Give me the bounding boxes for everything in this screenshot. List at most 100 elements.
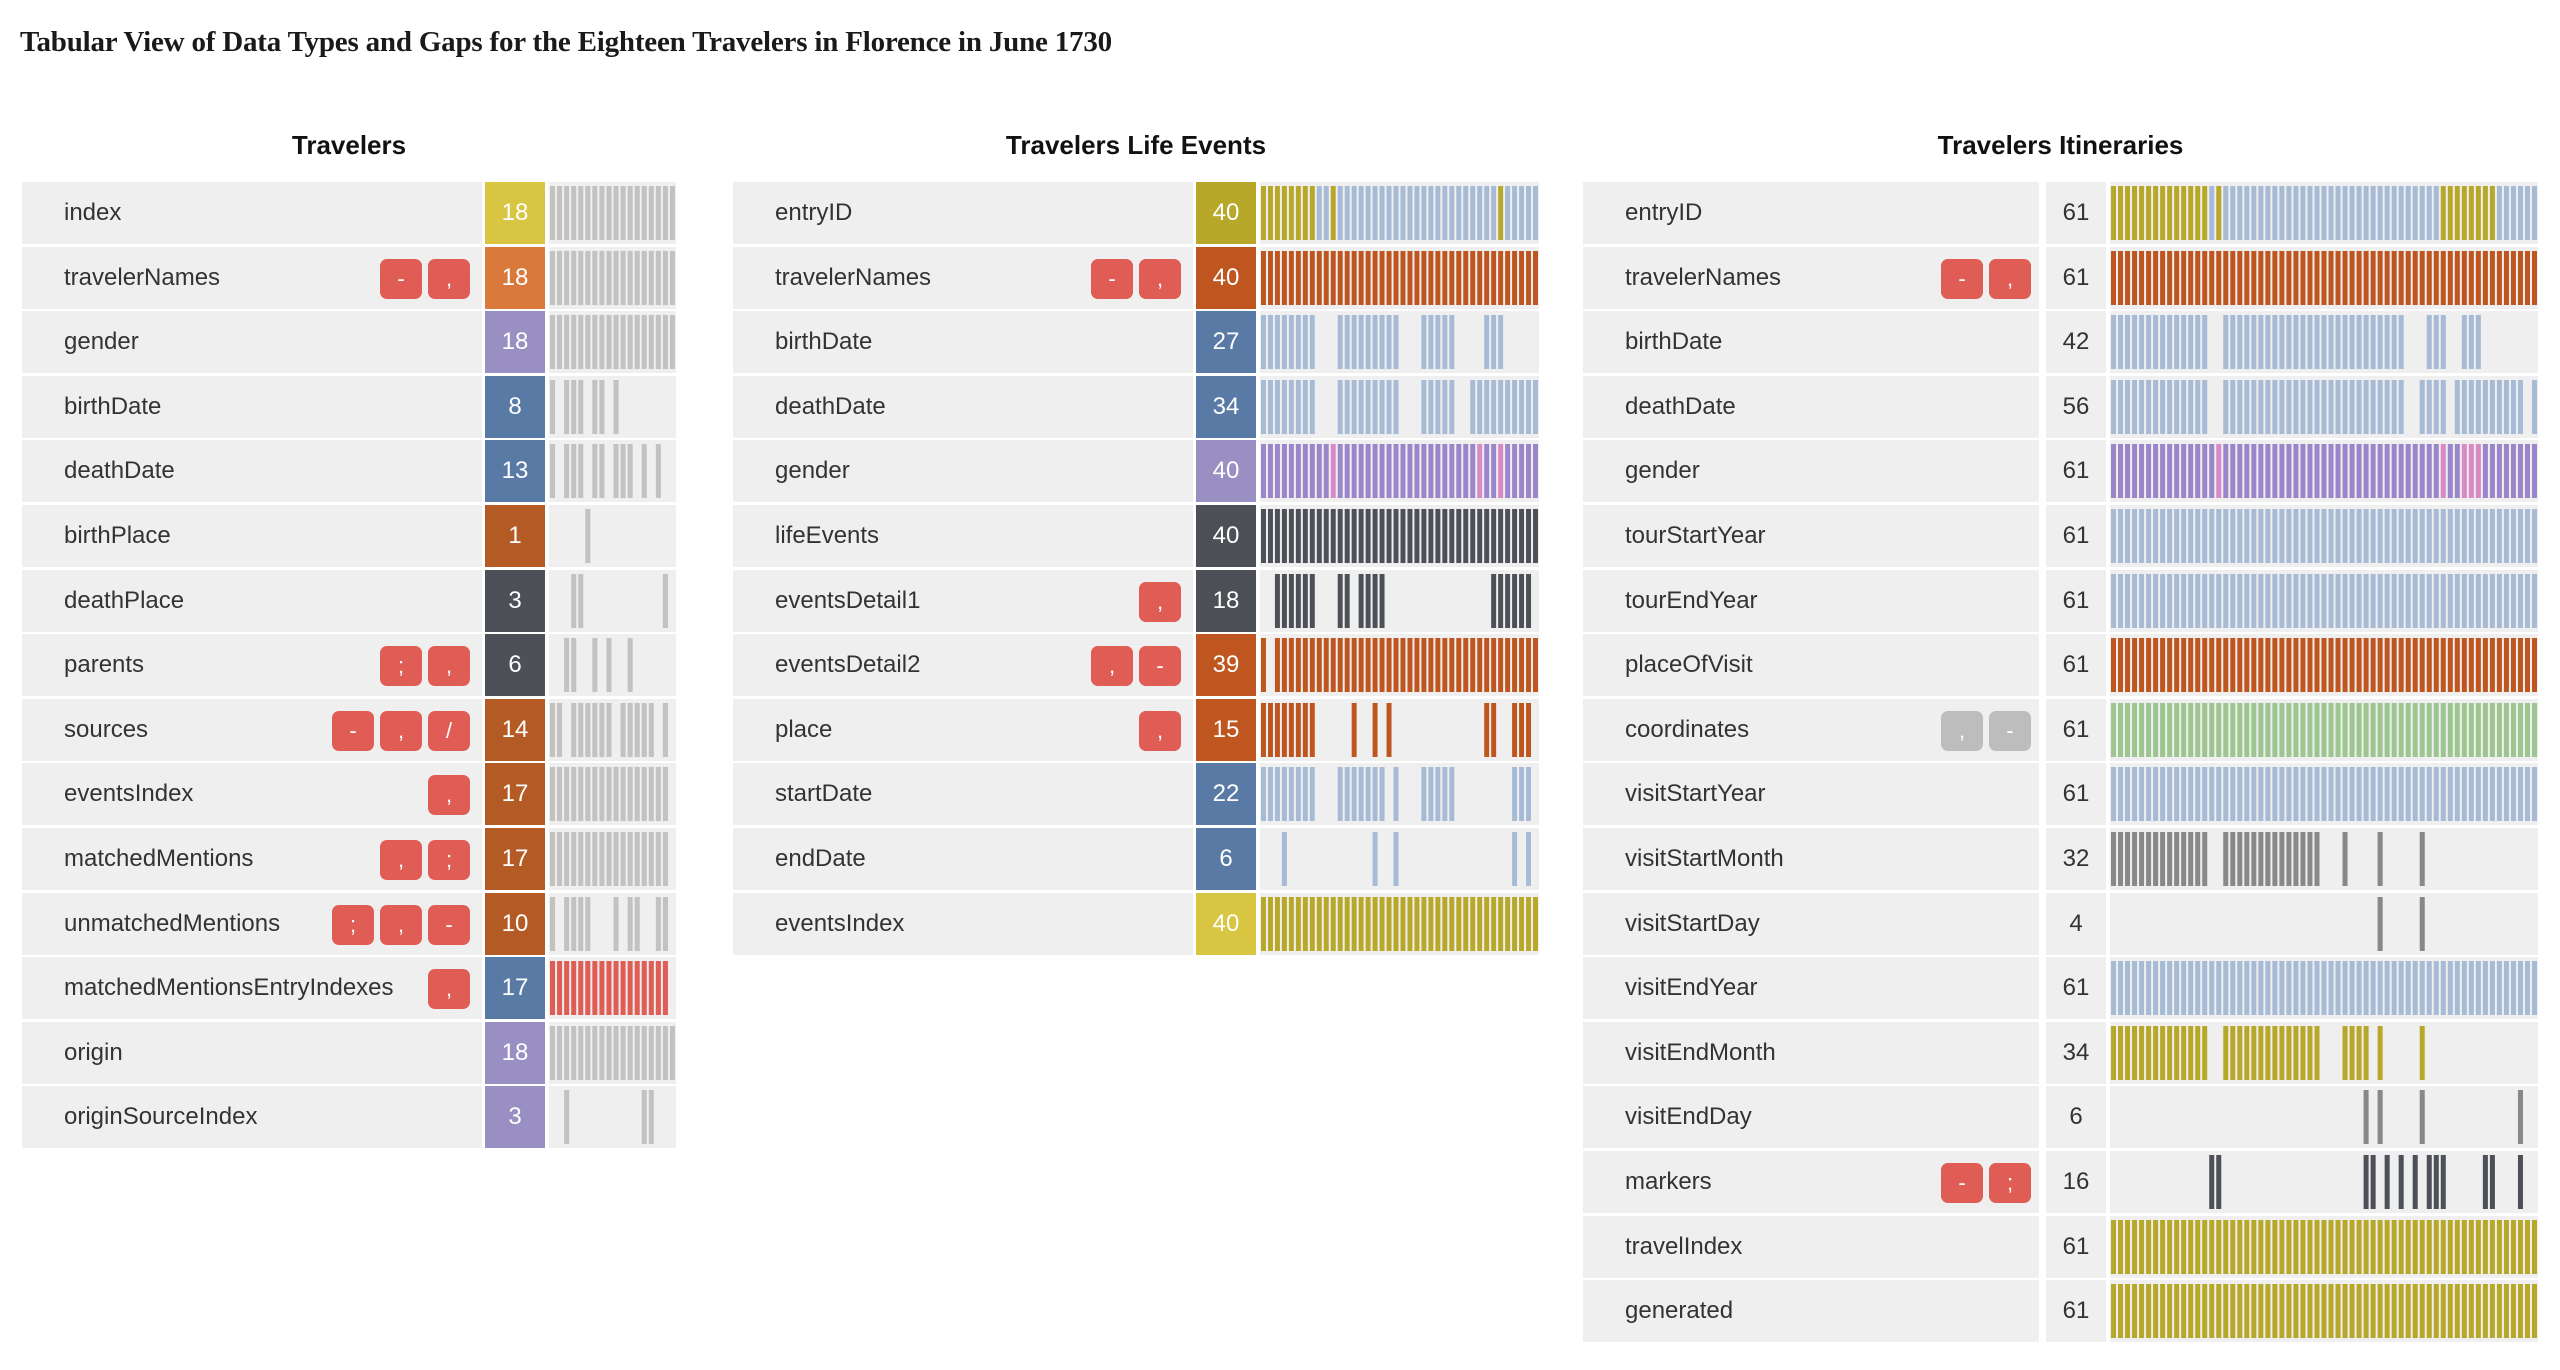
record-mark xyxy=(2461,1284,2467,1339)
record-mark xyxy=(2307,1025,2313,1080)
record-mark xyxy=(2272,509,2278,563)
record-mark xyxy=(2370,638,2376,693)
record-mark xyxy=(1302,767,1308,822)
record-mark xyxy=(2279,186,2285,240)
record-mark xyxy=(571,702,577,757)
record-mark xyxy=(1337,444,1343,499)
record-mark xyxy=(2384,250,2390,305)
field-name: endDate xyxy=(775,845,866,872)
record-mark xyxy=(2307,1219,2313,1274)
record-presence-strip xyxy=(1260,246,1539,309)
presence-marks xyxy=(1261,638,1538,693)
value-count: 61 xyxy=(2046,182,2106,244)
record-mark xyxy=(2321,509,2327,563)
record-mark xyxy=(1351,638,1357,693)
record-mark xyxy=(564,1025,570,1080)
record-mark xyxy=(2335,961,2341,1016)
separator-badge: - xyxy=(1139,646,1181,687)
record-mark xyxy=(1337,638,1343,693)
record-mark xyxy=(648,186,654,240)
record-mark xyxy=(2202,444,2208,499)
record-mark xyxy=(2181,832,2187,886)
record-mark xyxy=(2335,444,2341,499)
record-mark xyxy=(2251,638,2257,693)
record-mark xyxy=(2510,444,2516,499)
record-presence-strip xyxy=(1260,182,1539,244)
record-mark xyxy=(2426,573,2432,628)
record-mark xyxy=(564,961,570,1016)
record-mark xyxy=(2370,961,2376,1016)
record-mark xyxy=(2125,186,2131,240)
record-mark xyxy=(1274,767,1280,822)
record-mark xyxy=(2111,961,2117,1016)
record-mark xyxy=(2125,444,2131,499)
record-mark xyxy=(2461,638,2467,693)
record-mark xyxy=(2391,1284,2397,1339)
record-mark xyxy=(550,379,556,434)
record-mark xyxy=(550,961,556,1016)
record-mark xyxy=(1261,509,1266,563)
record-presence-strip xyxy=(1260,828,1539,890)
record-mark xyxy=(1281,315,1287,370)
record-mark xyxy=(1421,250,1427,305)
record-mark xyxy=(1267,444,1273,499)
record-mark xyxy=(1498,250,1504,305)
record-mark xyxy=(2188,638,2194,693)
record-mark xyxy=(2328,186,2334,240)
record-mark xyxy=(2160,1219,2166,1274)
record-mark xyxy=(2188,315,2194,370)
record-mark xyxy=(2195,832,2201,886)
record-mark xyxy=(1526,186,1532,240)
record-mark xyxy=(2342,832,2348,886)
record-mark xyxy=(1428,186,1434,240)
record-mark xyxy=(2503,250,2509,305)
record-mark xyxy=(1393,638,1399,693)
record-mark xyxy=(1428,767,1434,822)
record-mark xyxy=(592,702,598,757)
record-mark xyxy=(2139,573,2145,628)
record-mark xyxy=(2111,767,2117,822)
record-mark xyxy=(2342,638,2348,693)
record-mark xyxy=(2510,509,2516,563)
record-mark xyxy=(2244,832,2250,886)
record-mark xyxy=(2286,767,2292,822)
record-mark xyxy=(2391,638,2397,693)
record-mark xyxy=(2524,509,2530,563)
record-mark xyxy=(2426,702,2432,757)
record-mark xyxy=(2384,379,2390,434)
record-mark xyxy=(2300,1025,2306,1080)
record-mark xyxy=(1261,638,1266,693)
record-mark xyxy=(2160,961,2166,1016)
record-mark xyxy=(2384,1284,2390,1339)
record-mark xyxy=(2342,1284,2348,1339)
field-name: eventsIndex xyxy=(775,909,905,937)
record-mark xyxy=(1358,573,1364,628)
record-mark xyxy=(2202,961,2208,1016)
record-mark xyxy=(2265,573,2271,628)
record-mark xyxy=(592,767,598,822)
record-mark xyxy=(2258,1219,2264,1274)
record-mark xyxy=(585,315,591,370)
record-mark xyxy=(2405,638,2411,693)
record-mark xyxy=(2489,767,2495,822)
record-mark xyxy=(2125,638,2131,693)
record-mark xyxy=(2125,1284,2131,1339)
record-mark xyxy=(2188,509,2194,563)
record-mark xyxy=(2188,1219,2194,1274)
row-label-background xyxy=(22,505,482,567)
record-mark xyxy=(2216,1155,2222,1209)
value-count: 6 xyxy=(485,634,545,697)
record-mark xyxy=(1428,250,1434,305)
record-mark xyxy=(2209,250,2215,305)
record-mark xyxy=(620,961,626,1016)
record-mark xyxy=(2482,444,2488,499)
table-row: tourEndYear 61 xyxy=(1583,569,2538,632)
record-mark xyxy=(2419,638,2425,693)
record-mark xyxy=(2384,1219,2390,1274)
table-row: visitStartYear 61 xyxy=(1583,763,2538,826)
record-mark xyxy=(2153,379,2159,434)
record-mark xyxy=(2286,186,2292,240)
record-mark xyxy=(2209,638,2215,693)
record-mark xyxy=(1372,444,1378,499)
record-mark xyxy=(2377,961,2383,1016)
